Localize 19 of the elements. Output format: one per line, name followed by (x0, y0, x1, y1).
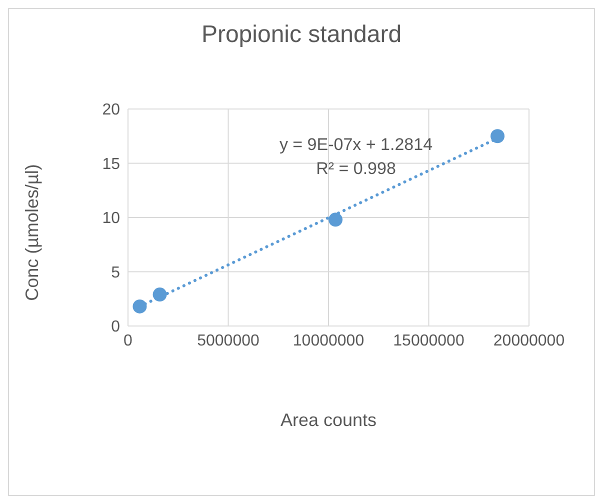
x-tick-label: 15000000 (393, 332, 464, 350)
y-tick-label: 0 (111, 318, 120, 336)
y-tick-label: 15 (102, 156, 120, 173)
chart-title: Propionic standard (200, 21, 403, 49)
annotation: y = 9E-07x + 1.2814 (278, 135, 434, 155)
x-axis-title: Area counts (279, 410, 378, 431)
x-tick-label: 0 (124, 332, 133, 350)
y-tick-label: 5 (111, 264, 120, 282)
x-tick-label: 20000000 (493, 332, 565, 350)
y-axis-title: Conc (µmoles/µl) (22, 164, 42, 301)
x-tick-label: 10000000 (292, 332, 364, 350)
x-tick-label: 5000000 (197, 332, 260, 350)
point (152, 288, 167, 302)
point (490, 129, 505, 144)
point (132, 299, 147, 314)
y-tick-label: 10 (102, 210, 120, 228)
y-tick-label: 20 (102, 102, 120, 119)
annotation: R² = 0.998 (315, 159, 397, 179)
point (328, 212, 343, 227)
